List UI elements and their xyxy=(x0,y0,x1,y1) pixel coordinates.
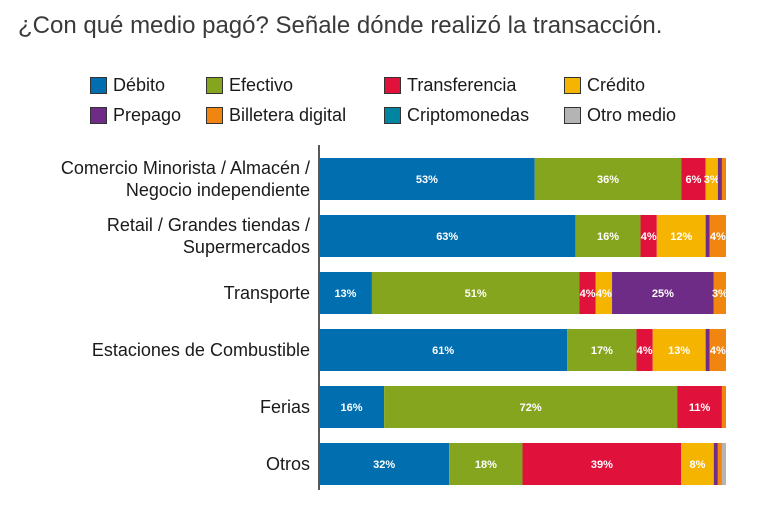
data-label: 4% xyxy=(637,345,653,357)
data-label: 12% xyxy=(670,231,692,243)
bar-segment-prepago xyxy=(717,158,722,200)
bar-segment-débito xyxy=(319,329,568,371)
legend-item-transferencia: Transferencia xyxy=(384,74,516,96)
bar-segment-billetera-digital xyxy=(709,215,726,257)
bar-segment-efectivo xyxy=(567,329,637,371)
bar-segment-transferencia xyxy=(579,272,596,314)
bar-segment-prepago xyxy=(713,443,718,485)
legend-label: Billetera digital xyxy=(229,104,347,125)
data-label: 18% xyxy=(475,459,497,471)
data-label: 16% xyxy=(597,231,619,243)
legend-label: Prepago xyxy=(113,104,182,125)
bar-segment-billetera-digital xyxy=(717,443,722,485)
bar-segment-billetera-digital xyxy=(721,158,726,200)
data-label: 72% xyxy=(520,402,542,414)
data-label: 51% xyxy=(465,288,487,300)
data-label: 32% xyxy=(373,459,395,471)
bar-segment-billetera-digital xyxy=(713,272,726,314)
legend-item-débito: Débito xyxy=(90,74,165,96)
data-label: 61% xyxy=(432,345,454,357)
bar-segment-efectivo xyxy=(384,386,678,428)
legend-item-crédito: Crédito xyxy=(564,74,645,96)
bar-segment-prepago xyxy=(705,215,710,257)
data-label: 8% xyxy=(690,459,706,471)
data-label: 63% xyxy=(436,231,458,243)
legend-swatch xyxy=(384,76,401,94)
data-label: 25% xyxy=(652,288,674,300)
legend-label: Criptomonedas xyxy=(407,104,530,125)
bar-segment-billetera-digital xyxy=(709,329,726,371)
bar-segment-crédito xyxy=(681,443,714,485)
legend-swatch xyxy=(90,106,107,124)
bar-segment-efectivo xyxy=(534,158,682,200)
bar-segment-efectivo xyxy=(371,272,580,314)
data-label: 4% xyxy=(710,345,726,357)
bar-segment-débito xyxy=(319,386,385,428)
legend-label: Otro medio xyxy=(587,104,677,125)
bar-segment-transferencia xyxy=(640,215,657,257)
legend-label: Débito xyxy=(113,74,166,95)
bar-segment-transferencia xyxy=(636,329,653,371)
category-label: Estaciones de Combustible xyxy=(92,340,310,360)
data-label: 39% xyxy=(591,459,613,471)
bar-segment-otro-medio xyxy=(721,443,726,485)
data-label: 6% xyxy=(685,174,701,186)
bar-segment-crédito xyxy=(656,215,706,257)
data-label: 16% xyxy=(341,402,363,414)
bar-segment-efectivo xyxy=(575,215,641,257)
legend-item-criptomonedas: Criptomonedas xyxy=(384,104,529,126)
legend-swatch xyxy=(564,76,581,94)
data-label: 4% xyxy=(710,231,726,243)
bar-segment-transferencia xyxy=(681,158,706,200)
bar-segment-débito xyxy=(319,215,576,257)
data-label: 17% xyxy=(591,345,613,357)
data-label: 13% xyxy=(334,288,356,300)
category-label: Otros xyxy=(266,454,310,474)
bar-segment-crédito xyxy=(595,272,613,314)
bar-segment-crédito xyxy=(652,329,706,371)
bar-segment-prepago xyxy=(705,329,710,371)
legend-swatch xyxy=(206,76,223,94)
bar-segment-débito xyxy=(319,272,372,314)
chart-title: ¿Con qué medio pagó? Señale dónde realiz… xyxy=(18,12,663,39)
category-label: Comercio Minorista / Almacén / Negocio in… xyxy=(61,158,310,200)
bar-segment-crédito xyxy=(705,158,718,200)
category-label: Transporte xyxy=(224,283,310,303)
bar-segment-débito xyxy=(319,443,450,485)
data-label: 4% xyxy=(596,288,612,300)
category-label: Retail / Grandes tiendas / Supermercados xyxy=(107,215,310,257)
data-label: 4% xyxy=(580,288,596,300)
category-label: Ferias xyxy=(260,397,310,417)
bar-segment-transferencia xyxy=(677,386,722,428)
legend-item-prepago: Prepago xyxy=(90,104,181,126)
data-label: 11% xyxy=(689,402,711,414)
legend-item-efectivo: Efectivo xyxy=(206,74,293,96)
legend-item-billetera-digital: Billetera digital xyxy=(206,104,346,126)
data-label: 53% xyxy=(416,174,438,186)
bar-segment-transferencia xyxy=(522,443,682,485)
bar-segment-débito xyxy=(319,158,535,200)
legend-label: Crédito xyxy=(587,74,646,95)
legend-swatch xyxy=(564,106,581,124)
legend-label: Transferencia xyxy=(407,74,517,95)
data-label: 4% xyxy=(641,231,657,243)
data-label: 3% xyxy=(704,174,720,186)
bar-segment-billetera-digital xyxy=(721,386,726,428)
data-label: 3% xyxy=(712,288,728,300)
legend-label: Efectivo xyxy=(229,74,294,95)
legend-item-otro-medio: Otro medio xyxy=(564,104,676,126)
data-label: 13% xyxy=(668,345,690,357)
bar-segment-efectivo xyxy=(449,443,523,485)
bar-segment-prepago xyxy=(612,272,714,314)
legend-swatch xyxy=(206,106,223,124)
data-label: 36% xyxy=(597,174,619,186)
chart-legend: Débito Efectivo Transferencia Crédito Prepag… xyxy=(90,74,710,134)
legend-swatch xyxy=(384,106,401,124)
legend-swatch xyxy=(90,76,107,94)
